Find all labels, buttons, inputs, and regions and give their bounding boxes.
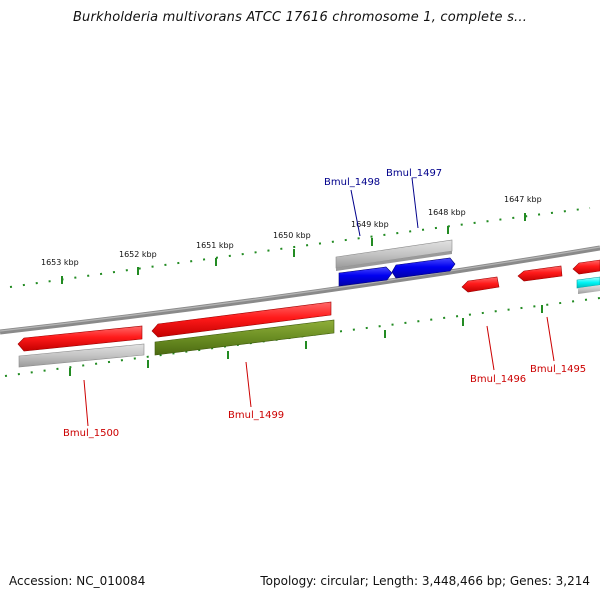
tick-label-1652: 1652 kbp <box>119 250 157 259</box>
tick-label-1649: 1649 kbp <box>351 220 389 229</box>
tick-label-1647: 1647 kbp <box>504 195 542 204</box>
gene-arrow-bmul-1498 <box>338 266 393 287</box>
grey-feature-partial <box>578 285 600 294</box>
olive-feature-lower <box>154 319 335 356</box>
gene-arrow-bmul-1495 <box>517 265 563 282</box>
grey-feature-upper-shadow <box>336 251 452 271</box>
gene-label-bmul-1498: Bmul_1498 <box>324 177 380 188</box>
outer-ruler <box>9 207 591 288</box>
tick-label-1651: 1651 kbp <box>196 241 234 250</box>
gene-label-bmul-1497: Bmul_1497 <box>386 168 442 179</box>
gene-arrow-bmul-1500 <box>17 325 143 352</box>
gene-label-bmul-1495: Bmul_1495 <box>530 364 586 375</box>
map-title: Burkholderia multivorans ATCC 17616 chro… <box>72 10 528 25</box>
gene-label-bmul-1496: Bmul_1496 <box>470 374 526 385</box>
gene-arrow-partial-red <box>572 259 600 275</box>
gene-label-bmul-1499: Bmul_1499 <box>228 410 284 421</box>
tick-label-1648: 1648 kbp <box>428 208 466 217</box>
leader-lines <box>83 177 555 427</box>
major-ticks-upper <box>61 213 526 284</box>
gene-arrow-bmul-1499 <box>151 301 332 338</box>
chromosome-backbone <box>0 245 600 335</box>
tick-label-1650: 1650 kbp <box>273 231 311 240</box>
grey-feature-lower <box>18 343 145 368</box>
cyan-feature-partial <box>576 276 600 289</box>
gene-arrow-bmul-1497 <box>391 257 456 279</box>
accession-label: Accession: NC_010084 <box>9 574 146 588</box>
chromosome-backbone-highlight <box>0 246 600 332</box>
topology-summary: Topology: circular; Length: 3,448,466 bp… <box>260 574 590 588</box>
gene-arrow-bmul-1496 <box>461 276 500 293</box>
tick-label-1653: 1653 kbp <box>41 258 79 267</box>
major-ticks-lower <box>69 305 543 376</box>
gene-label-bmul-1500: Bmul_1500 <box>63 428 119 439</box>
